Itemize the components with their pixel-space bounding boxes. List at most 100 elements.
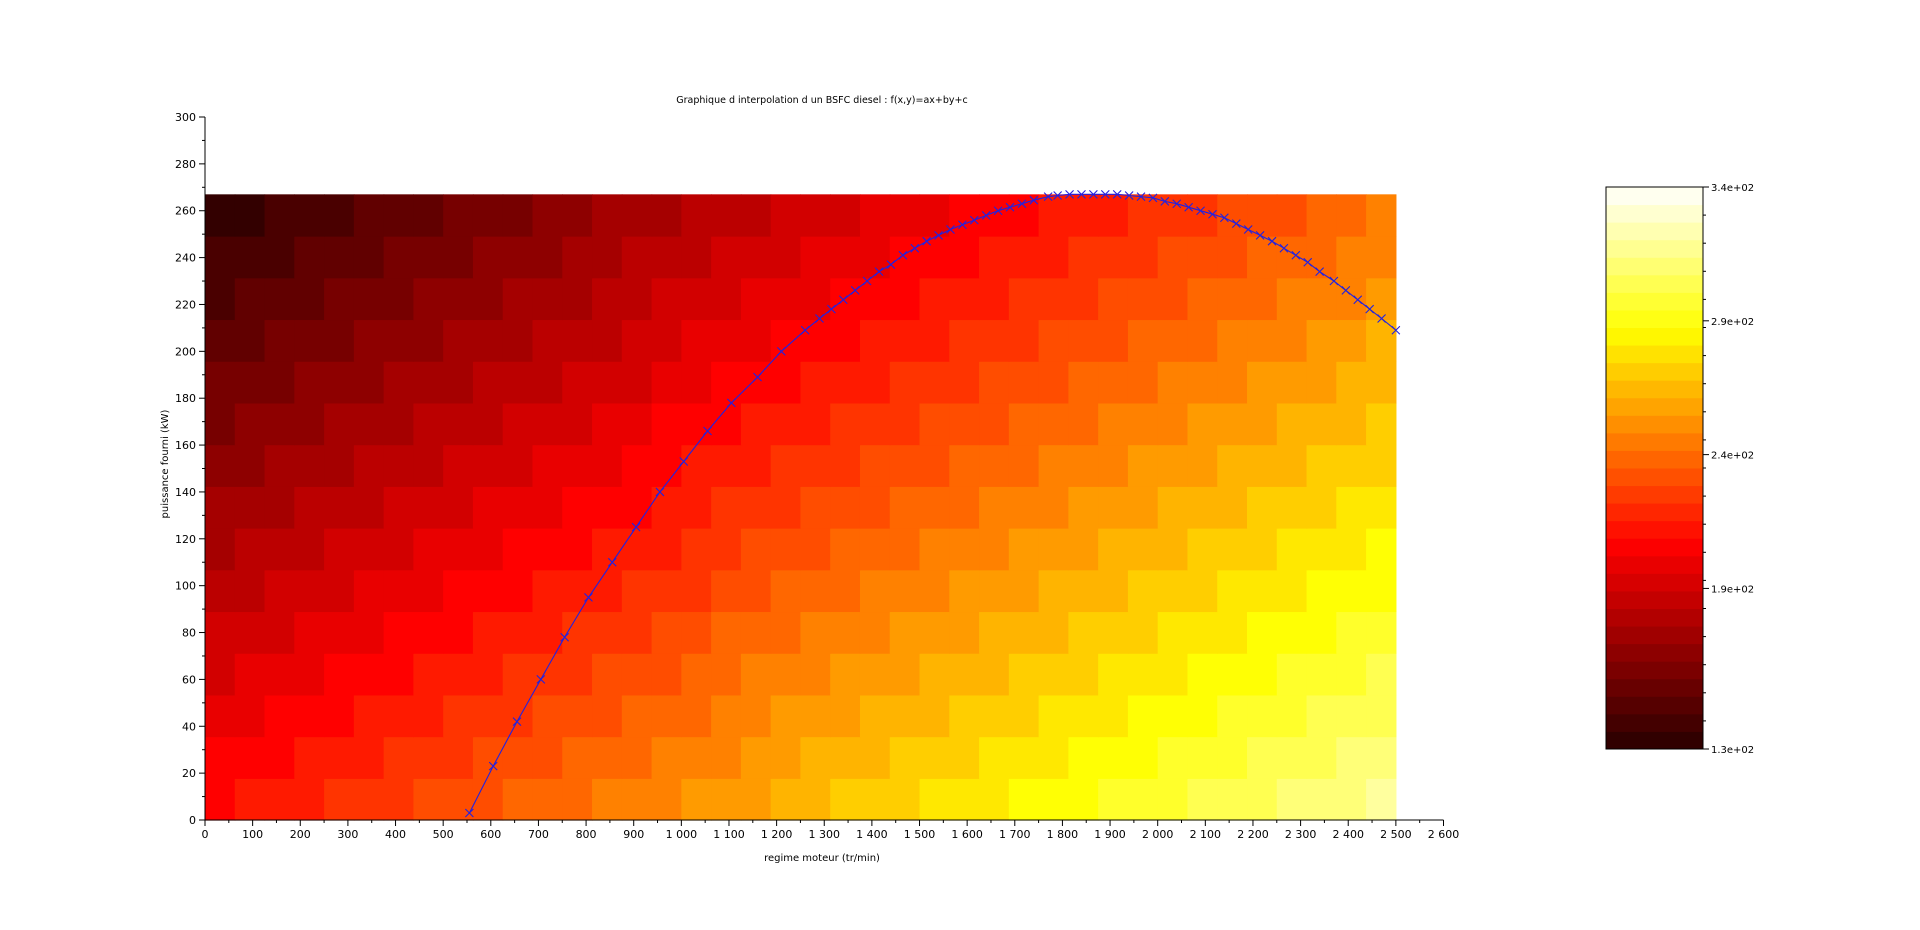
curve-point-marker [1005, 202, 1015, 212]
heatmap-cell [711, 236, 742, 279]
colorbar-band [1606, 468, 1703, 487]
heatmap-cell [830, 528, 861, 571]
heatmap-cell [949, 653, 980, 696]
heatmap-cell [621, 402, 653, 446]
heatmap-cell [383, 236, 414, 279]
heatmap-cell [592, 194, 623, 237]
curve-point-marker [1231, 219, 1241, 229]
heatmap-cell [532, 402, 563, 446]
heatmap-cell [562, 194, 593, 237]
heatmap-cell [205, 194, 236, 237]
curve-point-marker [946, 225, 955, 234]
curve-point-marker [1077, 189, 1086, 199]
heatmap-cell [205, 361, 236, 404]
heatmap-cell [740, 736, 772, 779]
heatmap-cell [1187, 778, 1218, 821]
heatmap-cell [1157, 277, 1189, 321]
heatmap-cell [562, 569, 593, 613]
heatmap-cell [830, 194, 861, 237]
heatmap-cell [1068, 361, 1099, 404]
heatmap-cell [1127, 361, 1159, 404]
heatmap-cell [1217, 611, 1248, 654]
curve-point-marker [1391, 325, 1401, 335]
heatmap-cell [979, 486, 1010, 529]
heatmap-cell [234, 361, 266, 404]
heatmap-cell [383, 444, 414, 487]
heatmap-cell [562, 444, 593, 487]
curve-line [468, 193, 1397, 814]
heatmap-cell [234, 569, 266, 613]
heatmap-cell [413, 569, 444, 613]
heatmap-cell [1038, 319, 1069, 362]
heatmap-cell [413, 236, 444, 279]
heatmap-cell [1038, 194, 1069, 237]
heatmap-cell [711, 402, 742, 446]
heatmap-cell [502, 569, 534, 613]
heatmap-cell [1008, 361, 1040, 404]
heatmap-cell [443, 194, 474, 237]
heatmap-cell [949, 736, 980, 779]
heatmap-cell [800, 694, 831, 738]
heatmap-cell [621, 611, 653, 654]
heatmap-cell [413, 361, 444, 404]
heatmap-cell [919, 361, 950, 404]
curve-point-marker [1065, 189, 1074, 199]
heatmap-cell [353, 402, 385, 446]
heatmap-cell [472, 528, 504, 571]
heatmap-cell [949, 402, 980, 446]
heatmap-cell [592, 361, 623, 404]
colorbar-band [1606, 432, 1703, 451]
heatmap-cell [234, 402, 266, 446]
heatmap-cell [1127, 569, 1159, 613]
heatmap-cell [1038, 361, 1069, 404]
heatmap-cell [1127, 236, 1159, 279]
heatmap-cell [592, 778, 623, 821]
heatmap-cell [443, 736, 474, 779]
y-axis-title: puissance fourni (kW) [160, 409, 171, 518]
curve-point-marker [1353, 295, 1363, 305]
heatmap-cell [324, 361, 355, 404]
heatmap-cell [770, 277, 802, 321]
curve-point-marker [1267, 236, 1277, 246]
heatmap-cell [621, 569, 653, 613]
y-tick-label: 160 [175, 439, 196, 452]
heatmap-cell [1276, 402, 1308, 446]
interpolation-curve [464, 189, 1401, 818]
heatmap-cell [979, 444, 1010, 487]
heatmap-cell [562, 361, 593, 404]
curve-point-marker [1124, 191, 1134, 200]
heatmap-cell [711, 277, 742, 321]
heatmap-cell [621, 361, 653, 404]
heatmap-cell [234, 653, 266, 696]
heatmap-cell [651, 444, 682, 487]
curve-point-marker [753, 372, 762, 382]
heatmap-cell [1127, 486, 1159, 529]
heatmap-cell [1247, 402, 1278, 446]
x-tick-label: 1 300 [809, 828, 841, 841]
heatmap-cell [859, 236, 891, 279]
curve-point-marker [886, 260, 896, 270]
heatmap-cell [1008, 694, 1040, 738]
heatmap-cell [294, 402, 325, 446]
heatmap-cell [1276, 653, 1308, 696]
heatmap-cell [1276, 236, 1308, 279]
x-tick-label: 1 000 [666, 828, 698, 841]
curve-point-marker [1160, 196, 1170, 206]
heatmap-cell [353, 694, 385, 738]
heatmap-cell [740, 778, 772, 821]
heatmap-cell [294, 444, 325, 487]
heatmap-cell [651, 694, 682, 738]
heatmap-cell [830, 444, 861, 487]
heatmap-cell [1098, 694, 1129, 738]
heatmap-cell [800, 444, 831, 487]
heatmap-cell [1217, 236, 1248, 279]
heatmap-cell [1247, 736, 1278, 779]
heatmap-cell [859, 611, 891, 654]
heatmap-cell [830, 778, 861, 821]
heatmap-cell [413, 528, 444, 571]
heatmap-cell [562, 653, 593, 696]
heatmap-cell [1187, 611, 1218, 654]
heatmap-cell [264, 611, 295, 654]
heatmap-cell [1187, 361, 1218, 404]
